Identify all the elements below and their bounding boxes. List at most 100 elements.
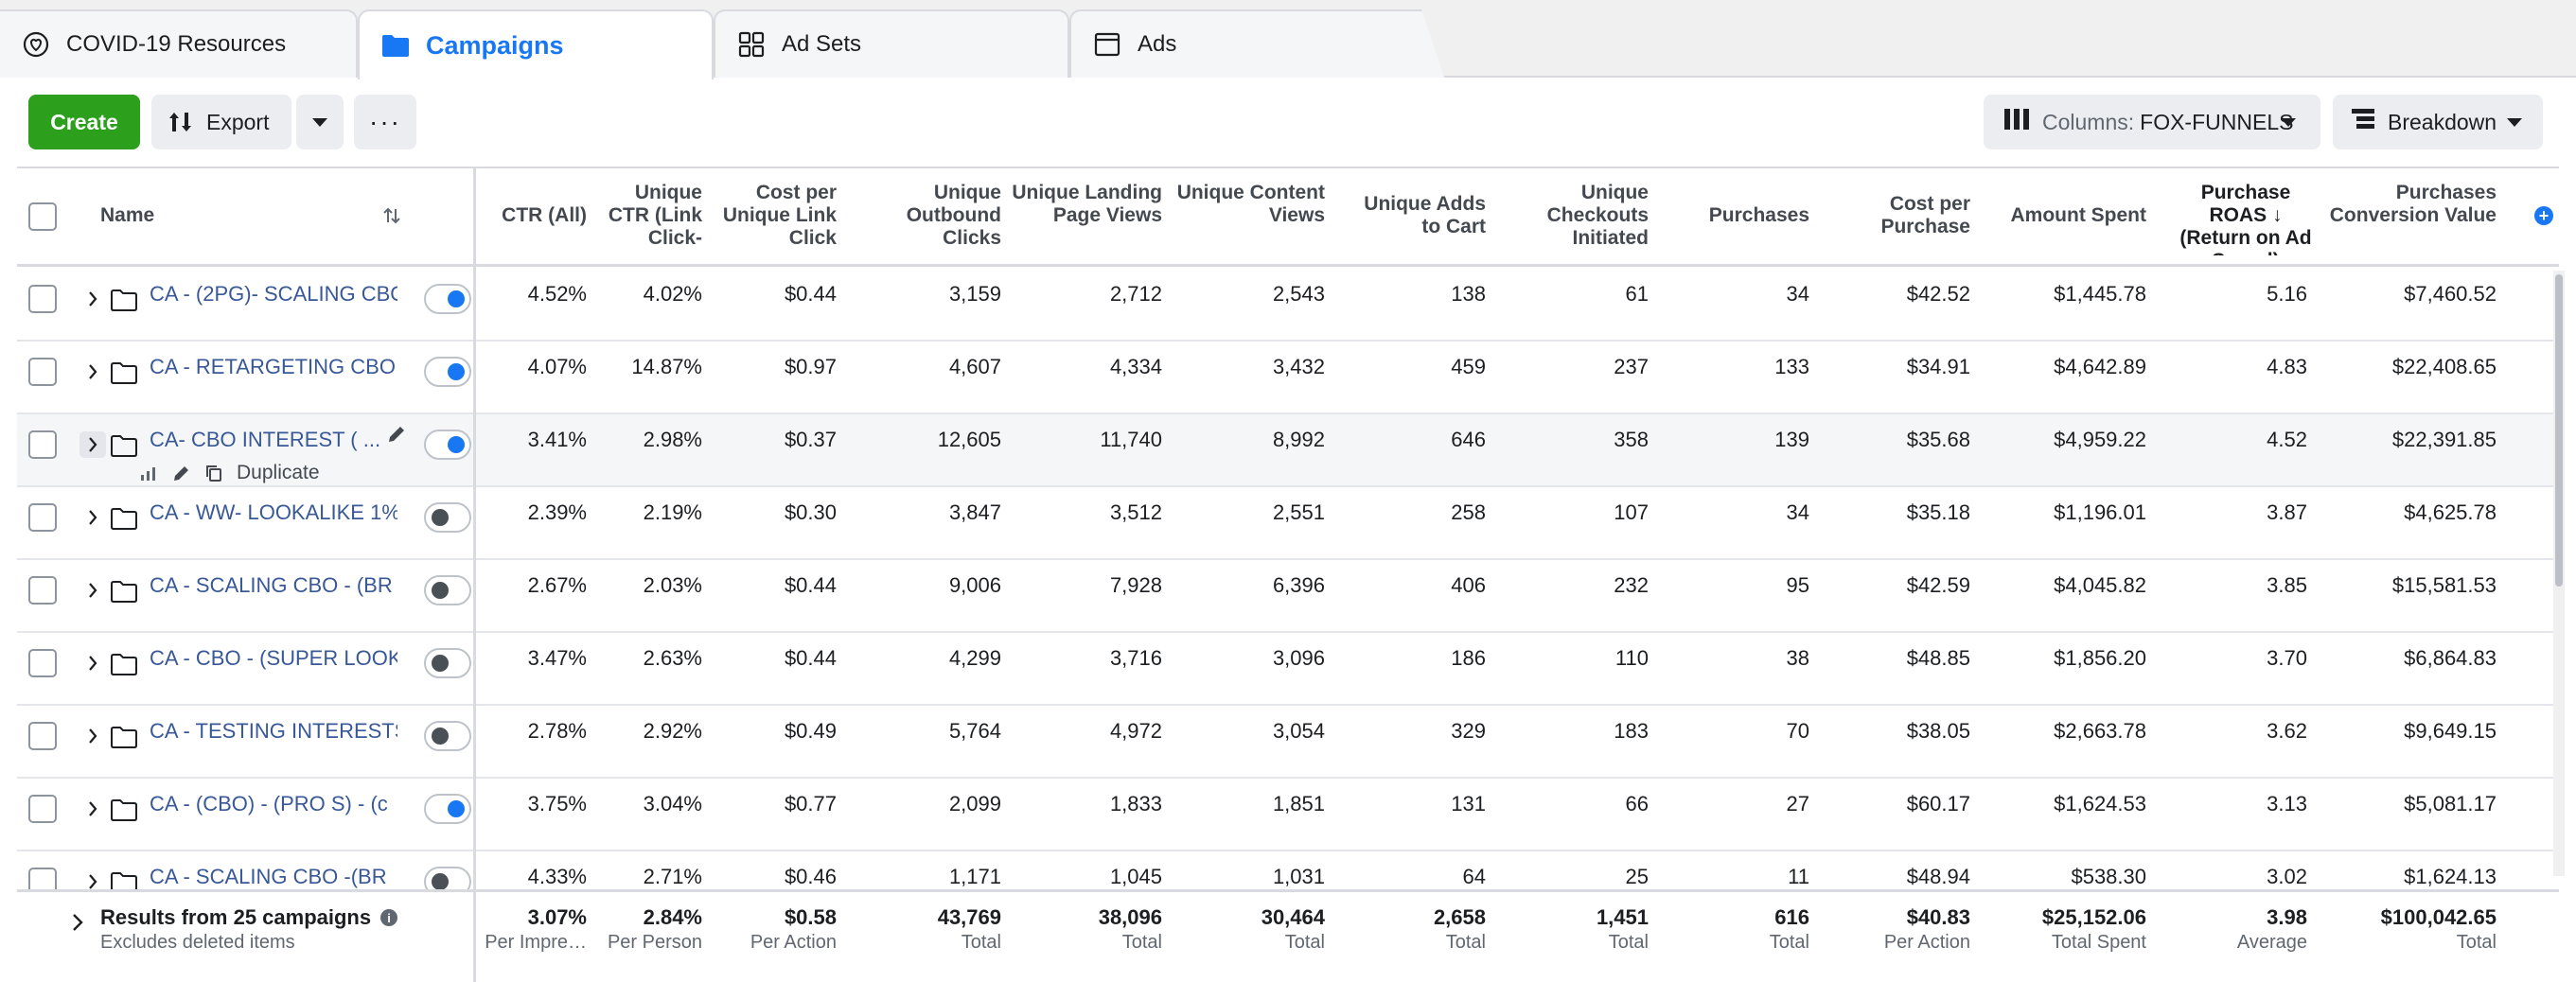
campaign-toggle[interactable]: [424, 794, 471, 824]
column-header-ctr-all[interactable]: CTR (All): [502, 204, 587, 226]
campaign-name-link[interactable]: CA - TESTING INTERESTS: [150, 719, 397, 743]
column-header-name[interactable]: Name: [100, 204, 155, 226]
table-row[interactable]: CA - (CBO) - (PRO S) - (c 3.75% 3.04% $0.77…: [17, 779, 2559, 851]
campaign-name-link[interactable]: CA- CBO INTEREST ( ...: [150, 428, 381, 451]
breakdown-selector[interactable]: Breakdown: [2333, 95, 2543, 149]
campaign-toggle[interactable]: [424, 357, 471, 387]
row-checkbox[interactable]: [28, 430, 57, 459]
expand-chevron-icon[interactable]: [79, 868, 106, 895]
campaign-name-link[interactable]: CA - WW- LOOKALIKE 1%: [150, 500, 397, 524]
expand-chevron-icon[interactable]: [79, 577, 106, 604]
column-header-unique-adds-to-cart[interactable]: Unique Adds to Cart: [1364, 193, 1486, 237]
tab-ads[interactable]: Ads: [1069, 9, 1444, 78]
create-button[interactable]: Create: [28, 95, 140, 149]
select-all-checkbox[interactable]: [28, 202, 57, 231]
table-row[interactable]: CA - (2PG)- SCALING CBO 4.52% 4.02% $0.44 3,…: [17, 269, 2559, 342]
column-header-purchases-conversion-value[interactable]: Purchases Conversion Value: [2329, 182, 2497, 226]
row-checkbox[interactable]: [28, 503, 57, 532]
column-header-unique-checkouts-initiated[interactable]: Unique Checkouts Initiated: [1546, 182, 1649, 249]
total-cpp: $40.83: [1906, 905, 1970, 929]
tab-covid-resources[interactable]: COVID-19 Resources: [0, 9, 358, 78]
table-row[interactable]: CA - CBO - (SUPER LOOK 3.47% 2.63% $0.44 4,2…: [17, 633, 2559, 706]
cell-pcv: $5,081.17: [2404, 792, 2497, 815]
campaign-name-link[interactable]: CA - (2PG)- SCALING CBO: [150, 282, 397, 306]
campaign-toggle[interactable]: [424, 721, 471, 751]
expand-chevron-icon[interactable]: [79, 431, 106, 458]
campaign-toggle[interactable]: [424, 648, 471, 678]
duplicate-button[interactable]: Duplicate: [204, 462, 333, 484]
column-header-cost-per-unique-link-click[interactable]: Cost per Unique Link Click: [722, 182, 837, 249]
cell-cpp: $60.17: [1906, 792, 1970, 815]
toggle-knob: [432, 582, 449, 599]
cell-roas: 3.70: [2267, 646, 2307, 670]
expand-chevron-icon[interactable]: [79, 723, 106, 749]
expand-chevron-icon[interactable]: [79, 504, 106, 531]
scrollbar-thumb[interactable]: [2555, 274, 2563, 587]
campaign-name-link[interactable]: CA - RETARGETING CBO -: [150, 355, 397, 378]
tab-ad-sets[interactable]: Ad Sets: [714, 9, 1069, 78]
column-header-unique-ctr[interactable]: Unique CTR (Link Click-: [608, 182, 702, 249]
toggle-knob: [432, 728, 449, 745]
column-header-cost-per-purchase[interactable]: Cost per Purchase: [1880, 193, 1970, 237]
cell-uoc: 4,607: [948, 355, 1001, 378]
cell-purch: 34: [1786, 282, 1809, 306]
column-header-unique-outbound-clicks[interactable]: Unique Outbound Clicks: [906, 182, 1001, 249]
export-dropdown-button[interactable]: [296, 95, 344, 149]
row-checkbox[interactable]: [28, 722, 57, 750]
row-checkbox[interactable]: [28, 285, 57, 313]
column-header-unique-landing-page-views[interactable]: Unique Landing Page Views: [1012, 182, 1162, 226]
cell-roas: 5.16: [2267, 282, 2307, 306]
more-options-button[interactable]: ···: [354, 95, 416, 149]
cell-pcv: $22,391.85: [2391, 428, 2497, 451]
cell-roas: 4.52: [2267, 428, 2307, 451]
export-button[interactable]: Export: [151, 95, 291, 149]
cell-cpulc: $0.37: [784, 428, 837, 451]
vertical-scrollbar[interactable]: [2553, 271, 2565, 876]
column-header-purchases[interactable]: Purchases: [1708, 204, 1809, 226]
cell-purch: 11: [1788, 865, 1809, 888]
campaign-name-link[interactable]: CA - CBO - (SUPER LOOK: [150, 646, 397, 670]
campaign-name-link[interactable]: CA - SCALING CBO - (BR: [150, 573, 393, 597]
expand-chevron-icon[interactable]: [79, 650, 106, 676]
row-checkbox[interactable]: [28, 576, 57, 605]
add-column-icon[interactable]: +: [2534, 206, 2553, 225]
column-header-amount-spent[interactable]: Amount Spent: [2010, 204, 2146, 226]
row-checkbox[interactable]: [28, 795, 57, 823]
campaign-toggle[interactable]: [424, 502, 471, 533]
cell-ulpv: 7,928: [1109, 573, 1162, 597]
view-charts-icon[interactable]: [140, 465, 159, 482]
edit-icon[interactable]: [172, 464, 191, 482]
expand-chevron-icon[interactable]: [79, 286, 106, 312]
sort-icon[interactable]: [382, 206, 401, 230]
campaign-toggle[interactable]: [424, 575, 471, 605]
campaign-name-link[interactable]: CA - (CBO) - (PRO S) - (c: [150, 792, 388, 815]
campaign-name-link[interactable]: CA - SCALING CBO -(BR: [150, 865, 387, 888]
column-header-unique-content-views[interactable]: Unique Content Views: [1176, 182, 1325, 226]
info-icon[interactable]: i: [380, 909, 398, 926]
cell-uoc: 5,764: [948, 719, 1001, 743]
row-checkbox[interactable]: [28, 649, 57, 677]
expand-chevron-icon[interactable]: [79, 359, 106, 385]
total-label-spent: Total Spent: [2051, 932, 2146, 953]
cell-cpulc: $0.77: [784, 792, 837, 815]
cell-ucv: 8,992: [1272, 428, 1325, 451]
campaign-toggle[interactable]: [424, 284, 471, 314]
edit-pencil-icon[interactable]: [386, 424, 407, 449]
tab-campaigns[interactable]: Campaigns: [358, 9, 714, 79]
campaign-toggle[interactable]: [424, 430, 471, 460]
cell-uctr: 2.92%: [643, 719, 702, 743]
columns-selector[interactable]: Columns: FOX-FUNNELS: [1984, 95, 2320, 149]
cell-uci: 61: [1625, 282, 1649, 306]
cell-cpulc: $0.97: [784, 355, 837, 378]
row-checkbox[interactable]: [28, 358, 57, 386]
table-row[interactable]: CA - SCALING CBO - (BR 2.67% 2.03% $0.44 9,0…: [17, 560, 2559, 633]
table-row[interactable]: CA- CBO INTEREST ( ... Duplicate 3.41% 2.98…: [17, 414, 2559, 487]
column-header-purchase-roas[interactable]: Purchase ROAS ↓ (Return on Ad Spend): [2179, 182, 2312, 255]
table-row[interactable]: CA - TESTING INTERESTS 2.78% 2.92% $0.49 5,7…: [17, 706, 2559, 779]
chevron-right-icon[interactable]: [70, 911, 85, 938]
expand-chevron-icon[interactable]: [79, 796, 106, 822]
cell-ctr: 3.75%: [527, 792, 587, 815]
table-row[interactable]: CA - RETARGETING CBO - 4.07% 14.87% $0.97 4…: [17, 342, 2559, 414]
table-row[interactable]: CA - WW- LOOKALIKE 1% 2.39% 2.19% $0.30 3,84…: [17, 487, 2559, 560]
cell-purch: 95: [1786, 573, 1809, 597]
